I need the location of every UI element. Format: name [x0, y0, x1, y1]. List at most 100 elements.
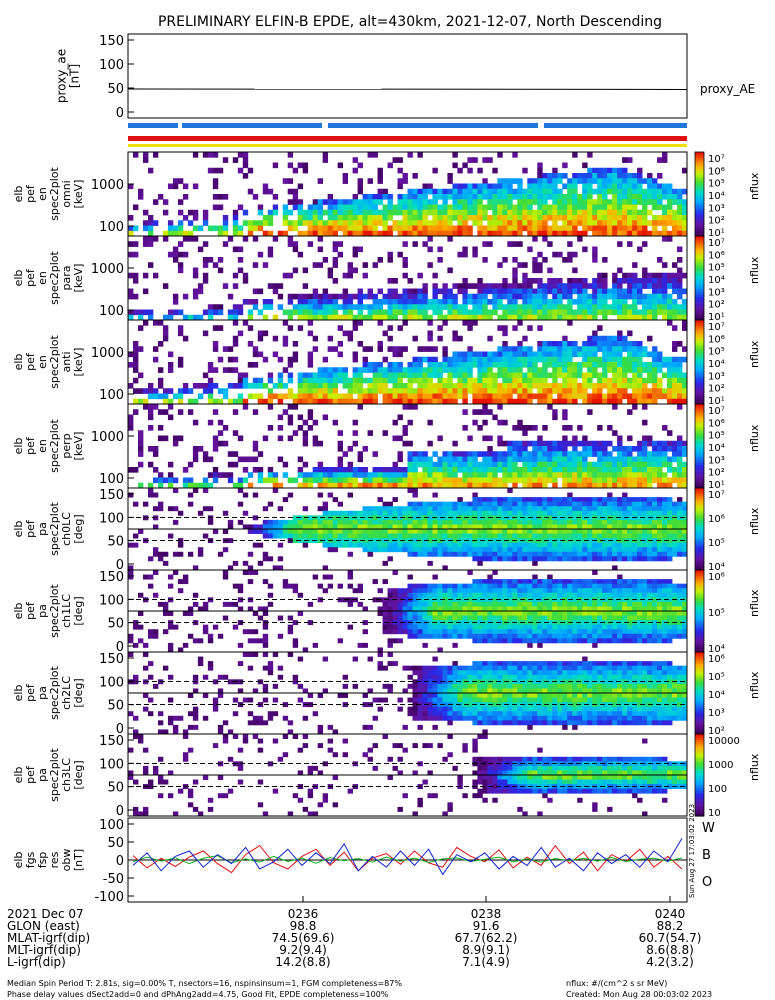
spectrogram-cell: [192, 482, 199, 489]
spectrogram-cell: [357, 225, 363, 232]
spectrogram-cell: [632, 377, 638, 384]
spectrogram-cell: [442, 529, 448, 534]
spectrogram-cell: [372, 506, 378, 512]
spectrogram-cell: [367, 388, 373, 394]
spectrogram-cell: [572, 533, 578, 539]
spectrogram-cell: [352, 167, 358, 174]
spectrogram-cell: [567, 501, 573, 507]
spectrogram-cell: [497, 383, 503, 389]
spectrogram-cell: [577, 236, 583, 242]
spectrogram-cell: [247, 383, 254, 389]
spectrogram-cell: [447, 510, 453, 516]
spectrogram-cell: [317, 388, 324, 394]
spectrogram-cell: [192, 215, 199, 221]
spectrogram-cell: [172, 551, 179, 557]
spectrogram-cell: [637, 506, 643, 512]
spectrogram-cell: [442, 524, 448, 530]
spectrogram-cell: [387, 472, 393, 478]
spectrogram-cell: [667, 377, 673, 384]
spectrogram-cell: [437, 246, 443, 253]
spectrogram-cell: [397, 299, 403, 305]
spectrogram-cell: [642, 519, 648, 525]
spectrogram-cell: [577, 220, 583, 226]
spectrogram-cell: [372, 152, 378, 158]
spectrogram-cell: [472, 351, 478, 358]
spectrogram-cell: [292, 204, 299, 211]
spectrogram-cell: [397, 398, 403, 405]
spectrogram-cell: [262, 188, 269, 195]
spectrogram-cell: [587, 335, 593, 342]
spectrogram-cell: [422, 456, 428, 463]
spectrogram-cell: [302, 461, 309, 468]
spectrogram-cell: [427, 472, 433, 478]
spectrogram-cell: [197, 393, 204, 400]
spectrogram-cell: [502, 497, 508, 503]
colorbar-cell: [695, 183, 704, 187]
spectrogram-cell: [387, 542, 393, 548]
colorbar-tick-label: 10⁶: [708, 418, 725, 429]
spectrogram-cell: [602, 220, 608, 226]
spectrogram-cell: [342, 293, 349, 300]
spectrogram-cell: [587, 446, 593, 452]
spectrogram-cell: [647, 194, 653, 200]
spectrogram-cell: [432, 501, 438, 507]
spectrogram-cell: [627, 551, 633, 557]
spectrogram-cell: [202, 451, 209, 457]
spectrogram-cell: [347, 492, 353, 498]
spectrogram-cell: [507, 204, 513, 211]
spectrogram-cell: [647, 335, 653, 342]
spectrogram-cell: [317, 304, 324, 310]
spectrogram-cell: [662, 519, 668, 525]
spectrogram-cell: [357, 404, 363, 410]
spectrogram-cell: [597, 556, 603, 562]
spectrogram-cell: [577, 178, 583, 184]
spectrogram-cell: [192, 183, 199, 190]
spectrogram-cell: [327, 482, 334, 489]
spectrogram-cell: [442, 346, 448, 352]
spectrogram-cell: [192, 398, 199, 405]
spectrogram-cell: [662, 183, 668, 190]
spectrogram-cell: [532, 383, 538, 389]
spectrogram-cell: [467, 477, 473, 484]
spectrogram-cell: [202, 383, 209, 389]
spectrogram-cell: [502, 501, 508, 507]
spectrogram-cell: [442, 551, 448, 557]
spectrogram-cell: [457, 230, 463, 237]
spectrogram-cell: [532, 362, 538, 368]
spectrogram-cell: [577, 542, 583, 548]
spectrogram-cell: [302, 162, 309, 169]
spectrogram-cell: [407, 482, 413, 489]
spectrogram-cell: [297, 309, 304, 316]
spectrogram-cell: [252, 383, 259, 389]
spectrogram-cell: [497, 372, 503, 379]
spectrogram-cell: [477, 393, 483, 400]
spectrogram-cell: [512, 194, 518, 200]
spectrogram-cell: [357, 456, 363, 463]
spectrogram-cell: [252, 492, 259, 498]
spectrogram-cell: [282, 529, 289, 534]
spectrogram-cell: [677, 278, 683, 284]
spectrogram-cell: [477, 560, 483, 566]
spectrogram-cell: [607, 533, 613, 539]
spectrogram-cell: [287, 624, 294, 630]
colorbar-tick-label: 10³: [708, 203, 725, 214]
spectrogram-cell: [567, 309, 573, 316]
colorbar-cell: [695, 212, 704, 216]
spectrogram-cell: [397, 309, 403, 316]
spectrogram-cell: [632, 497, 638, 503]
spectrogram-cell: [337, 241, 344, 247]
colorbar-tick-label: 10⁷: [708, 490, 725, 501]
spectrogram-cell: [332, 314, 339, 321]
spectrogram-cell: [222, 220, 229, 226]
spectrogram-cell: [337, 314, 344, 321]
spectrogram-cell: [462, 183, 468, 190]
spectrogram-cell: [437, 547, 443, 553]
spectrogram-cell: [347, 583, 353, 589]
spectrogram-cell: [482, 283, 488, 289]
spectrogram-cell: [667, 283, 673, 289]
spectrogram-cell: [512, 267, 518, 274]
spectrogram-cell: [672, 314, 678, 321]
spectrogram-cell: [207, 257, 214, 263]
spectrogram-cell: [487, 383, 493, 389]
spectrogram-cell: [322, 257, 329, 263]
